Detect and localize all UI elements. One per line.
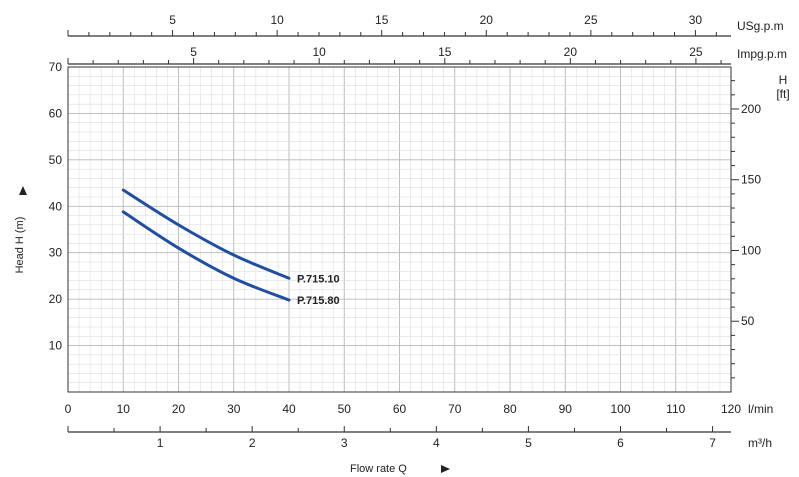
x-tick-label: 60 bbox=[393, 402, 407, 416]
m3h-tick-label: 6 bbox=[617, 436, 624, 450]
m3h-tick-label: 3 bbox=[341, 436, 348, 450]
m3h-tick-label: 5 bbox=[525, 436, 532, 450]
series-layer: P.715.10 P.715.80 bbox=[121, 188, 340, 307]
usgpm-tick-label: 30 bbox=[689, 13, 703, 27]
ft-tick-label: 50 bbox=[741, 314, 755, 328]
y-tick-label: 10 bbox=[49, 339, 63, 353]
head-m-axis: 10 20 30 40 50 60 70 bbox=[49, 60, 63, 353]
x-tick-label: 40 bbox=[282, 402, 296, 416]
ft-tick-label: 100 bbox=[741, 243, 761, 257]
usgpm-tick-label: 15 bbox=[375, 13, 389, 27]
x-tick-label: 0 bbox=[65, 402, 72, 416]
head-ft-axis: 50 100 150 200 bbox=[730, 67, 761, 392]
ft-tick-label: 150 bbox=[741, 173, 761, 187]
y-axis-title: Head H (m) bbox=[14, 217, 26, 274]
x-tick-label: 120 bbox=[721, 402, 741, 416]
x-tick-label: 50 bbox=[338, 402, 352, 416]
series-label-2: P.715.80 bbox=[297, 295, 340, 307]
impgpm-axis: 5 10 15 20 25 bbox=[67, 45, 731, 65]
m3h-tick-label: 4 bbox=[433, 436, 440, 450]
series-line-1 bbox=[121, 188, 291, 280]
y-axis-arrow-icon bbox=[19, 186, 27, 195]
head-ft-axis-label-h: H bbox=[779, 73, 788, 87]
x-tick-label: 100 bbox=[610, 402, 630, 416]
x-tick-label: 80 bbox=[503, 402, 517, 416]
m3h-tick-label: 7 bbox=[709, 436, 716, 450]
usgpm-axis-label: USg.p.m bbox=[737, 19, 784, 33]
series-label-1: P.715.10 bbox=[297, 273, 340, 285]
y-tick-label: 50 bbox=[49, 153, 63, 167]
usgpm-tick-label: 5 bbox=[169, 13, 176, 27]
usgpm-tick-label: 10 bbox=[270, 13, 284, 27]
x-tick-label: 20 bbox=[172, 402, 186, 416]
impgpm-tick-label: 15 bbox=[438, 45, 452, 59]
x-axis-title: Flow rate Q bbox=[350, 463, 407, 475]
usgpm-axis: 5 10 15 20 25 30 bbox=[67, 13, 731, 37]
x-tick-label: 110 bbox=[666, 402, 685, 416]
impgpm-axis-label: Impg.p.m bbox=[737, 47, 787, 61]
m3h-tick-label: 1 bbox=[157, 436, 164, 450]
impgpm-tick-label: 20 bbox=[564, 45, 578, 59]
grid bbox=[67, 66, 732, 393]
series-line-2 bbox=[121, 210, 291, 302]
flow-m3h-axis-label: m³/h bbox=[748, 436, 772, 450]
usgpm-tick-label: 20 bbox=[480, 13, 494, 27]
y-tick-label: 40 bbox=[49, 199, 63, 213]
ft-tick-label: 200 bbox=[741, 102, 761, 116]
y-tick-label: 60 bbox=[49, 106, 63, 120]
m3h-tick-label: 2 bbox=[249, 436, 256, 450]
head-ft-axis-label-unit: [ft] bbox=[776, 87, 789, 101]
x-tick-label: 10 bbox=[117, 402, 131, 416]
x-tick-label: 30 bbox=[227, 402, 241, 416]
flow-lmin-axis: 0 10 20 30 40 50 60 70 80 90 100 110 120 bbox=[65, 402, 742, 416]
x-tick-label: 70 bbox=[448, 402, 462, 416]
x-tick-label: 90 bbox=[559, 402, 573, 416]
x-axis-arrow-icon bbox=[441, 465, 450, 473]
usgpm-tick-label: 25 bbox=[584, 13, 598, 27]
y-tick-label: 30 bbox=[49, 246, 63, 260]
impgpm-tick-label: 25 bbox=[689, 45, 703, 59]
flow-lmin-axis-label: l/min bbox=[748, 402, 773, 416]
y-tick-label: 20 bbox=[49, 292, 63, 306]
impgpm-tick-label: 10 bbox=[312, 45, 326, 59]
flow-m3h-axis: 1 2 3 4 5 6 7 bbox=[67, 426, 731, 450]
impgpm-tick-label: 5 bbox=[190, 45, 197, 59]
y-tick-label: 70 bbox=[49, 60, 63, 74]
